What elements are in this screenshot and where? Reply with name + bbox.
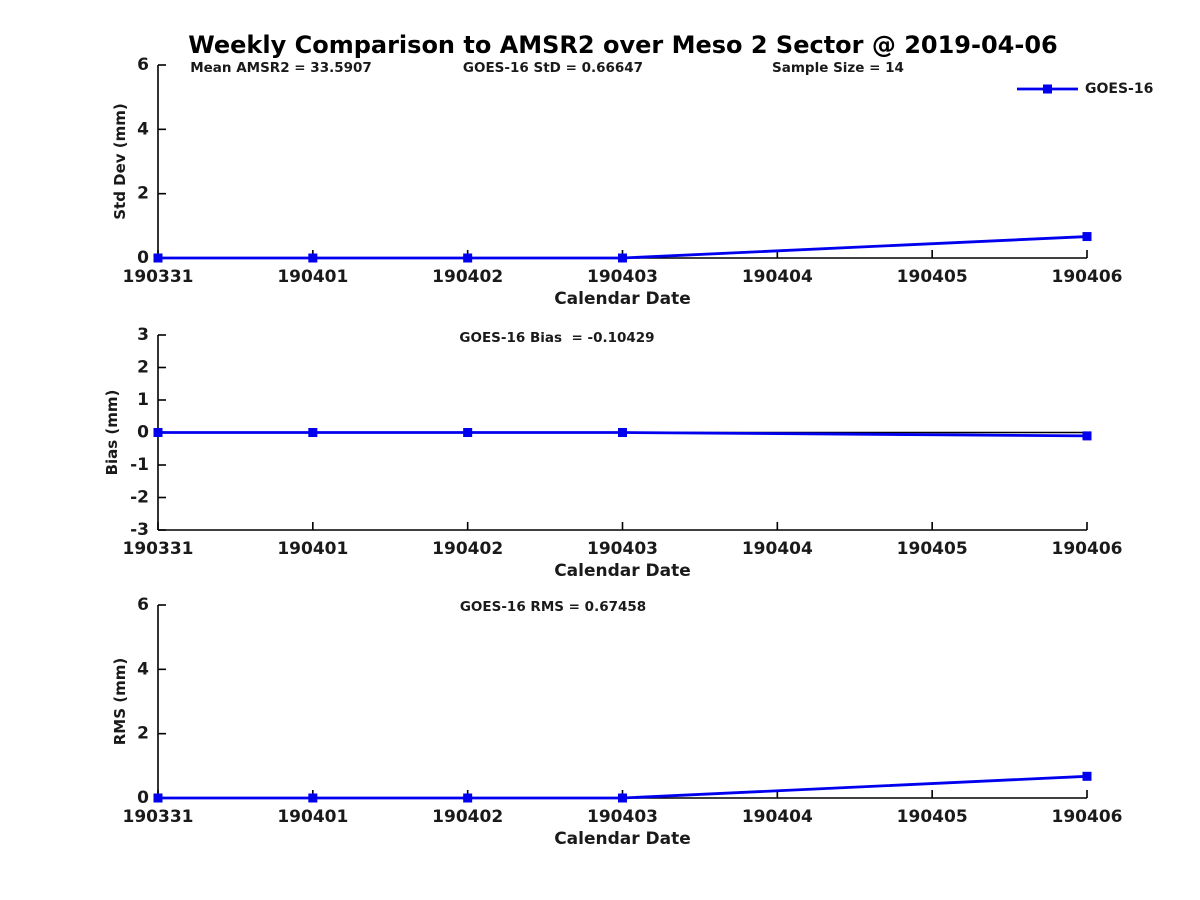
x-tick-label: 190405: [897, 267, 968, 287]
x-tick-label: 190331: [123, 807, 194, 827]
subplot-annotation: Mean AMSR2 = 33.5907: [190, 60, 372, 76]
series-marker: [153, 428, 163, 437]
y-tick-label: 0: [137, 423, 149, 443]
y-tick-label: 0: [137, 248, 149, 268]
subplot-annotation: GOES-16 Bias = -0.10429: [459, 330, 654, 346]
x-axis-label: Calendar Date: [554, 289, 691, 309]
subplot-annotation: Sample Size = 14: [772, 60, 904, 76]
series-marker: [463, 428, 473, 437]
x-tick-label: 190405: [897, 539, 968, 559]
x-tick-label: 190406: [1052, 267, 1123, 287]
series-marker: [618, 793, 627, 803]
x-tick-label: 190331: [123, 267, 194, 287]
x-tick-label: 190403: [587, 807, 658, 827]
series-marker: [308, 253, 318, 263]
y-tick-label: 6: [137, 55, 149, 75]
series-marker: [463, 253, 473, 263]
chart-title: Weekly Comparison to AMSR2 over Meso 2 S…: [188, 31, 1058, 59]
y-tick-label: 2: [137, 724, 149, 744]
y-tick-label: 6: [137, 595, 149, 615]
y-tick-label: -2: [130, 488, 149, 508]
legend-label: GOES-16: [1085, 81, 1153, 97]
x-tick-label: 190404: [742, 539, 813, 559]
x-tick-label: 190402: [432, 539, 503, 559]
y-axis-label: RMS (mm): [111, 658, 129, 745]
series-marker: [618, 253, 627, 263]
x-tick-label: 190406: [1052, 539, 1123, 559]
y-axis-label: Bias (mm): [103, 390, 121, 476]
series-marker: [308, 428, 318, 437]
x-tick-label: 190403: [587, 539, 658, 559]
y-tick-label: 0: [137, 788, 149, 808]
y-tick-label: 3: [137, 325, 149, 345]
x-tick-label: 190401: [277, 807, 348, 827]
series-marker: [1082, 232, 1092, 242]
series-marker: [1082, 431, 1092, 441]
subplot-annotation: GOES-16 StD = 0.66647: [463, 60, 643, 76]
x-tick-label: 190402: [432, 807, 503, 827]
series-marker: [153, 793, 163, 803]
x-tick-label: 190405: [897, 807, 968, 827]
series-marker: [308, 793, 318, 803]
x-tick-label: 190331: [123, 539, 194, 559]
legend-marker: [1043, 84, 1052, 94]
x-axis-label: Calendar Date: [554, 829, 691, 849]
series-marker: [153, 253, 163, 263]
y-tick-label: 2: [137, 184, 149, 204]
x-tick-label: 190401: [277, 267, 348, 287]
y-tick-label: -1: [130, 455, 149, 475]
x-axis-label: Calendar Date: [554, 561, 691, 581]
x-tick-label: 190402: [432, 267, 503, 287]
x-tick-label: 190401: [277, 539, 348, 559]
subplot-annotation: GOES-16 RMS = 0.67458: [460, 599, 646, 615]
y-tick-label: -3: [130, 520, 149, 540]
series-marker: [1082, 771, 1092, 781]
series-marker: [618, 428, 627, 437]
x-tick-label: 190403: [587, 267, 658, 287]
y-tick-label: 4: [137, 659, 149, 679]
series-marker: [463, 793, 473, 803]
y-tick-label: 1: [137, 390, 149, 410]
y-axis-label: Std Dev (mm): [111, 103, 129, 220]
y-tick-label: 4: [137, 119, 149, 139]
y-tick-label: 2: [137, 358, 149, 378]
x-tick-label: 190404: [742, 267, 813, 287]
x-tick-label: 190404: [742, 807, 813, 827]
x-tick-label: 190406: [1052, 807, 1123, 827]
